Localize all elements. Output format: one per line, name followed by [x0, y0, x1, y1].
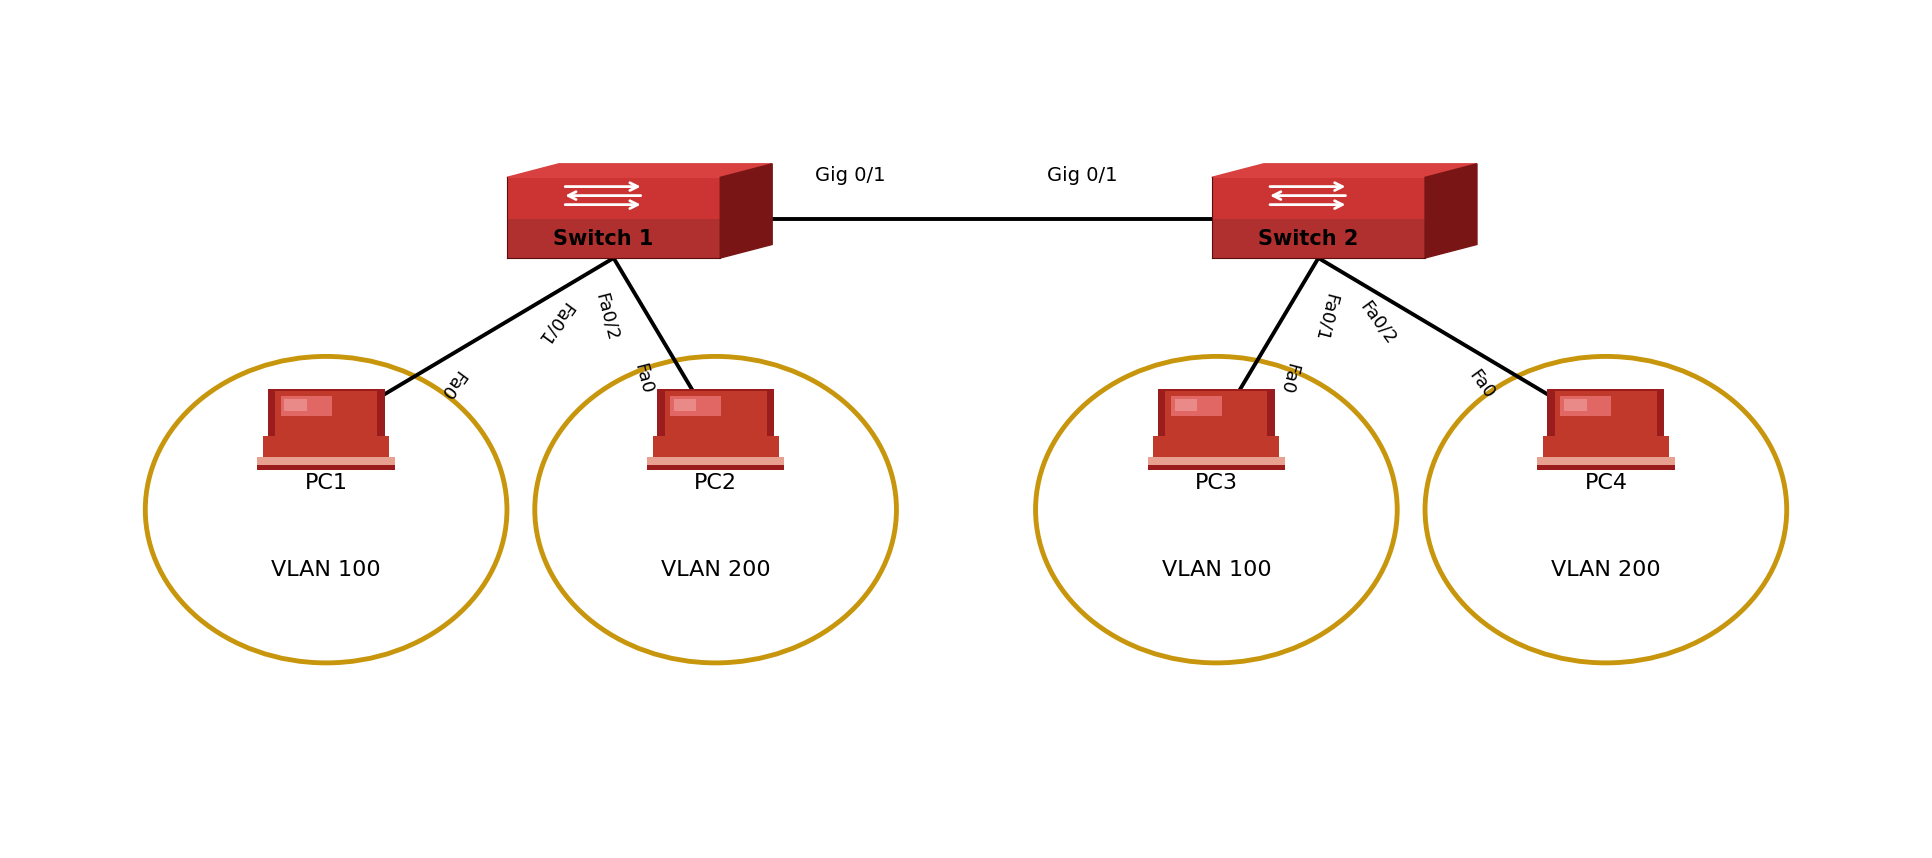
- Text: Fa0: Fa0: [632, 361, 657, 396]
- Text: VLAN 200: VLAN 200: [661, 560, 771, 580]
- Bar: [674, 399, 696, 411]
- Bar: [1157, 389, 1275, 438]
- Text: Switch 1: Switch 1: [553, 229, 653, 249]
- Bar: [647, 457, 784, 467]
- Text: VLAN 100: VLAN 100: [1161, 560, 1271, 580]
- Bar: [1538, 457, 1675, 467]
- Polygon shape: [721, 164, 773, 258]
- Bar: [657, 389, 775, 438]
- Bar: [263, 436, 388, 459]
- Text: Fa0/1: Fa0/1: [1310, 292, 1341, 343]
- Bar: [506, 178, 721, 220]
- Bar: [1148, 457, 1285, 467]
- Ellipse shape: [1036, 356, 1397, 663]
- Bar: [506, 178, 721, 258]
- Bar: [665, 391, 767, 436]
- Bar: [1165, 391, 1267, 436]
- Text: VLAN 100: VLAN 100: [270, 560, 381, 580]
- Bar: [670, 396, 721, 416]
- Bar: [1544, 436, 1669, 459]
- Text: VLAN 200: VLAN 200: [1551, 560, 1662, 580]
- Text: Fa0: Fa0: [1464, 367, 1497, 402]
- Ellipse shape: [535, 356, 896, 663]
- Bar: [257, 457, 394, 467]
- Ellipse shape: [145, 356, 506, 663]
- Text: Fa0/2: Fa0/2: [1356, 299, 1399, 348]
- Bar: [1153, 436, 1279, 459]
- Polygon shape: [506, 164, 773, 178]
- Bar: [653, 436, 779, 459]
- Bar: [1538, 465, 1675, 470]
- Text: PC1: PC1: [305, 474, 348, 493]
- Text: Fa0: Fa0: [435, 367, 468, 402]
- Bar: [1561, 396, 1611, 416]
- Bar: [257, 465, 394, 470]
- Text: PC3: PC3: [1194, 474, 1238, 493]
- Text: Gig 0/1: Gig 0/1: [1047, 166, 1117, 185]
- Bar: [1565, 399, 1586, 411]
- Bar: [269, 389, 384, 438]
- Text: Fa0: Fa0: [1275, 361, 1300, 396]
- Bar: [1211, 178, 1426, 258]
- Bar: [1171, 396, 1221, 416]
- Bar: [1555, 391, 1658, 436]
- Text: Fa0/2: Fa0/2: [591, 292, 622, 343]
- Text: PC4: PC4: [1584, 474, 1627, 493]
- Bar: [1148, 465, 1285, 470]
- Bar: [647, 465, 784, 470]
- Bar: [280, 396, 332, 416]
- Bar: [1175, 399, 1198, 411]
- Ellipse shape: [1426, 356, 1787, 663]
- Text: Gig 0/1: Gig 0/1: [815, 166, 885, 185]
- Bar: [1211, 178, 1426, 220]
- Text: Switch 2: Switch 2: [1258, 229, 1358, 249]
- Polygon shape: [1211, 164, 1476, 178]
- Bar: [284, 399, 307, 411]
- Text: Fa0/1: Fa0/1: [533, 299, 576, 348]
- Bar: [274, 391, 377, 436]
- Bar: [1548, 389, 1663, 438]
- Text: PC2: PC2: [694, 474, 738, 493]
- Polygon shape: [1426, 164, 1476, 258]
